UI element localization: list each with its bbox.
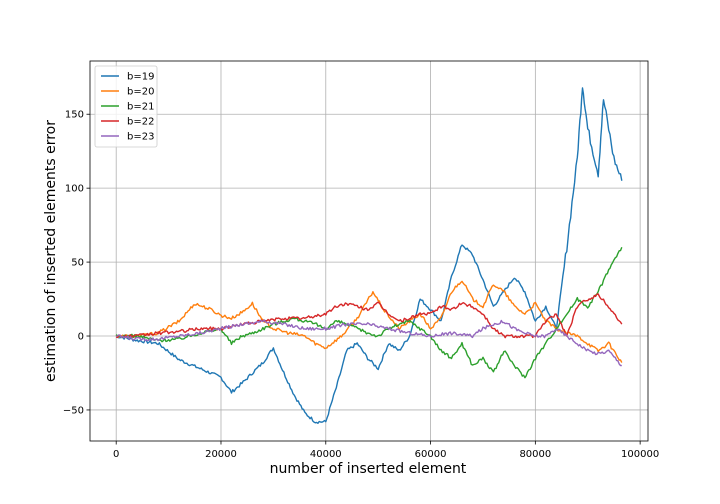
y-tick-label: 0	[78, 332, 84, 343]
legend: b=19 b=20 b=21 b=22 b=23	[94, 65, 158, 148]
x-tick-label: 60000	[415, 449, 447, 460]
legend-label: b=22	[127, 117, 154, 128]
x-tick-label: 0	[113, 449, 119, 460]
x-axis-label: number of inserted element	[270, 461, 467, 477]
y-tick-label: 100	[65, 184, 84, 195]
y-axis-label: estimation of inserted elements error	[43, 120, 59, 382]
y-tick-label: 50	[71, 258, 84, 269]
series-line-b20	[115, 280, 623, 363]
series-line-b19	[116, 87, 623, 424]
y-tick-label: 150	[65, 110, 84, 121]
series-line-b22	[116, 293, 623, 339]
legend-label: b=19	[127, 72, 154, 83]
series-line-b23	[115, 319, 622, 367]
legend-label: b=20	[127, 87, 154, 98]
series-lines	[115, 87, 623, 424]
legend-label: b=21	[127, 102, 154, 113]
grid	[90, 61, 648, 441]
legend-label: b=23	[127, 132, 154, 143]
x-tick-label: 40000	[310, 449, 342, 460]
axis-ticks: 0 20000 40000 60000 80000 100000 −50 0 50 100 150	[63, 110, 659, 460]
legend-box	[94, 65, 158, 148]
x-tick-label: 20000	[205, 449, 237, 460]
x-tick-label: 80000	[519, 449, 551, 460]
plot-frame	[89, 60, 649, 442]
x-tick-label: 100000	[621, 449, 659, 460]
series-line-b21	[115, 247, 623, 379]
y-tick-label: −50	[63, 405, 84, 416]
